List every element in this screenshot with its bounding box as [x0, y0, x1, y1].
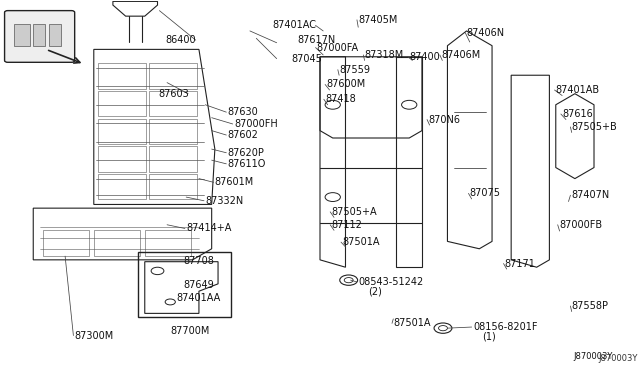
Bar	[94, 230, 140, 256]
Bar	[149, 174, 197, 199]
Bar	[99, 174, 146, 199]
Text: 87708: 87708	[183, 256, 214, 266]
Text: 87501A: 87501A	[394, 318, 431, 328]
Text: 87407N: 87407N	[572, 190, 610, 200]
Text: 87000FH: 87000FH	[234, 119, 278, 129]
FancyBboxPatch shape	[4, 11, 75, 62]
Text: 87318M: 87318M	[365, 50, 404, 60]
Text: 87558P: 87558P	[572, 301, 609, 311]
Text: 87400: 87400	[409, 52, 440, 62]
Text: (1): (1)	[483, 331, 496, 341]
Bar	[99, 63, 146, 89]
Bar	[138, 253, 231, 317]
Text: J870003Y: J870003Y	[598, 354, 637, 363]
Text: 87406M: 87406M	[441, 50, 481, 60]
Text: 87601M: 87601M	[215, 177, 254, 187]
Text: 87045: 87045	[291, 54, 322, 64]
Text: 87418: 87418	[325, 94, 356, 104]
Text: 87401AB: 87401AB	[556, 85, 600, 95]
Text: 87603: 87603	[159, 89, 189, 99]
Text: 87401AC: 87401AC	[273, 20, 317, 31]
Bar	[99, 147, 146, 171]
Text: (2): (2)	[368, 286, 381, 296]
Text: 87414+A: 87414+A	[186, 224, 232, 234]
Text: 87332N: 87332N	[205, 196, 244, 206]
Text: 87616: 87616	[562, 109, 593, 119]
Text: 87559: 87559	[339, 65, 370, 75]
Bar	[99, 91, 146, 116]
Bar	[149, 91, 197, 116]
Text: 87405M: 87405M	[358, 15, 397, 25]
Text: 87611O: 87611O	[228, 159, 266, 169]
Text: 87602: 87602	[228, 130, 259, 140]
Text: 86400: 86400	[165, 35, 196, 45]
Text: 87700M: 87700M	[170, 326, 210, 336]
Text: 87501A: 87501A	[342, 237, 380, 247]
Bar	[33, 23, 45, 46]
Bar	[145, 230, 191, 256]
Bar	[49, 23, 61, 46]
Text: 87406N: 87406N	[467, 28, 505, 38]
Text: 87620P: 87620P	[228, 148, 264, 158]
Text: 87401AA: 87401AA	[177, 292, 221, 302]
Text: 87000FB: 87000FB	[559, 220, 602, 230]
Text: 87171: 87171	[505, 259, 536, 269]
Text: 87630: 87630	[228, 107, 259, 117]
Text: 87600M: 87600M	[326, 80, 365, 89]
Text: J870003Y: J870003Y	[573, 352, 613, 361]
Text: 87505+A: 87505+A	[332, 207, 377, 217]
Text: 87000FA: 87000FA	[317, 42, 359, 52]
Text: 87300M: 87300M	[75, 331, 114, 340]
Text: 08156-8201F: 08156-8201F	[473, 322, 538, 332]
Text: 87617N: 87617N	[298, 35, 336, 45]
Text: 87112: 87112	[332, 220, 362, 230]
Bar	[99, 119, 146, 144]
Bar	[149, 63, 197, 89]
Bar	[43, 230, 90, 256]
Text: 87649: 87649	[183, 280, 214, 290]
Text: 08543-51242: 08543-51242	[358, 277, 424, 287]
Text: 87075: 87075	[470, 188, 500, 198]
Bar	[149, 119, 197, 144]
Text: 87505+B: 87505+B	[572, 122, 618, 132]
Text: 870N6: 870N6	[428, 115, 460, 125]
Bar	[14, 23, 30, 46]
Bar	[149, 147, 197, 171]
